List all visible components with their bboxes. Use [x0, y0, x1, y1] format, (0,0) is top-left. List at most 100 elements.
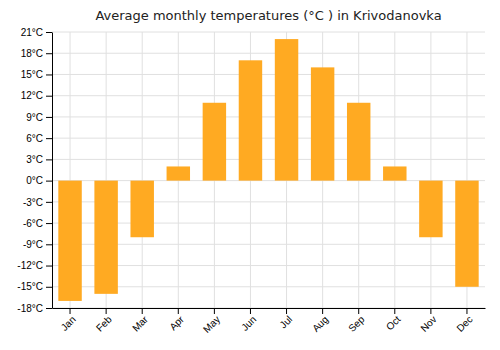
chart-container: Jan Feb Mar Apr May Jun Jul Aug Sep Oct Nov Dec -18°…	[0, 0, 500, 350]
x-tick: Apr	[167, 308, 186, 332]
y-tick-label: -18°C	[17, 303, 43, 314]
chart-svg: Jan Feb Mar Apr May Jun Jul Aug Sep Oct Nov Dec -18°…	[0, 0, 500, 350]
x-tick-label: Nov	[418, 314, 438, 334]
y-axis-line	[52, 33, 53, 309]
y-tick-label: -3°C	[23, 197, 43, 208]
y-tick-label: -12°C	[17, 260, 43, 271]
x-tick-mark	[70, 308, 71, 314]
grid	[52, 32, 485, 308]
bar	[203, 103, 226, 181]
x-tick-label: Oct	[384, 314, 403, 333]
y-tick-mark	[46, 308, 52, 309]
y-tick: -18°C	[17, 303, 52, 314]
y-tick: 6°C	[26, 133, 52, 144]
y-tick-mark	[46, 53, 52, 54]
x-tick: Jan	[59, 308, 78, 333]
y-tick-mark	[46, 74, 52, 75]
grid-line-y	[52, 138, 485, 139]
bar	[58, 181, 81, 301]
y-tick: 21°C	[21, 27, 52, 38]
y-tick-label: 9°C	[26, 112, 43, 123]
y-tick-label: 12°C	[21, 90, 43, 101]
y-tick: 12°C	[21, 90, 52, 101]
bar	[383, 166, 406, 180]
y-tick-label: 0°C	[26, 175, 43, 186]
y-tick-label: 15°C	[21, 69, 43, 80]
grid-line-y	[52, 159, 485, 160]
x-tick-label: Dec	[454, 314, 474, 334]
y-tick-label: -6°C	[23, 218, 43, 229]
bar	[167, 166, 190, 180]
y-tick: -12°C	[17, 260, 52, 271]
y-tick-mark	[46, 181, 52, 182]
grid-line-y	[52, 95, 485, 96]
x-tick-mark	[106, 308, 107, 314]
bar	[275, 39, 298, 181]
y-tick-mark	[46, 266, 52, 267]
grid-line-x	[142, 32, 143, 308]
x-tick-mark	[142, 308, 143, 314]
x-tick: May	[201, 308, 222, 335]
x-tick: Nov	[418, 308, 438, 334]
y-tick: 3°C	[26, 154, 52, 165]
y-tick: 9°C	[26, 112, 52, 123]
bar	[419, 181, 442, 238]
x-tick: Jun	[239, 308, 258, 333]
x-tick-mark	[322, 308, 323, 314]
x-tick-label: May	[201, 314, 222, 335]
x-tick: Aug	[310, 308, 330, 334]
grid-line-y	[52, 74, 485, 75]
x-tick-label: Apr	[167, 313, 186, 332]
y-tick-mark	[46, 32, 52, 33]
grid-line-y	[52, 308, 485, 309]
y-tick: -15°C	[17, 281, 52, 292]
plot: Jan Feb Mar Apr May Jun Jul Aug Sep Oct Nov Dec -18°…	[17, 27, 485, 335]
x-tick-mark	[466, 308, 467, 314]
y-tick: -3°C	[23, 197, 52, 208]
y-tick-label: 6°C	[26, 133, 43, 144]
bar	[455, 181, 478, 287]
x-axis-line	[53, 308, 486, 309]
x-tick-label: Jul	[277, 314, 294, 331]
grid-line-y	[52, 32, 485, 33]
y-tick: 0°C	[26, 175, 52, 186]
y-tick-label: -15°C	[17, 281, 43, 292]
bar	[347, 103, 370, 181]
x-tick-mark	[286, 308, 287, 314]
x-tick-mark	[214, 308, 215, 314]
grid-line-y	[52, 53, 485, 54]
x-tick-mark	[394, 308, 395, 314]
y-tick: -9°C	[23, 239, 52, 250]
y-tick-mark	[46, 138, 52, 139]
y-tick-label: 21°C	[21, 27, 43, 38]
x-tick-label: Sep	[346, 313, 367, 334]
y-tick-label: 3°C	[26, 154, 43, 165]
y-tick-mark	[46, 287, 52, 288]
x-tick-mark	[178, 308, 179, 314]
bar	[239, 60, 262, 180]
bars	[58, 39, 478, 301]
title: Average monthly temperatures (°C ) in Kr…	[95, 8, 441, 23]
y-tick: 18°C	[21, 48, 52, 59]
x-tick: Oct	[384, 308, 403, 332]
grid-line-x	[430, 32, 431, 308]
grid-line-y	[52, 116, 485, 117]
bar	[130, 181, 153, 238]
x-tick-label: Feb	[94, 313, 114, 333]
y-tick-mark	[46, 117, 52, 118]
y-tick: -6°C	[23, 218, 52, 229]
x-tick-label: Mar	[130, 313, 150, 333]
y-tick-label: -9°C	[23, 239, 43, 250]
y-tick-mark	[46, 159, 52, 160]
x-tick: Feb	[94, 308, 114, 334]
x-tick-mark	[430, 308, 431, 314]
y-tick-label: 18°C	[21, 48, 43, 59]
y-tick-mark	[46, 223, 52, 224]
bar	[94, 181, 117, 294]
bar	[311, 67, 334, 180]
x-tick: Mar	[130, 308, 150, 334]
y-tick-mark	[46, 202, 52, 203]
x-tick-mark	[250, 308, 251, 314]
x-tick: Sep	[346, 308, 367, 334]
x-tick: Dec	[454, 308, 474, 334]
